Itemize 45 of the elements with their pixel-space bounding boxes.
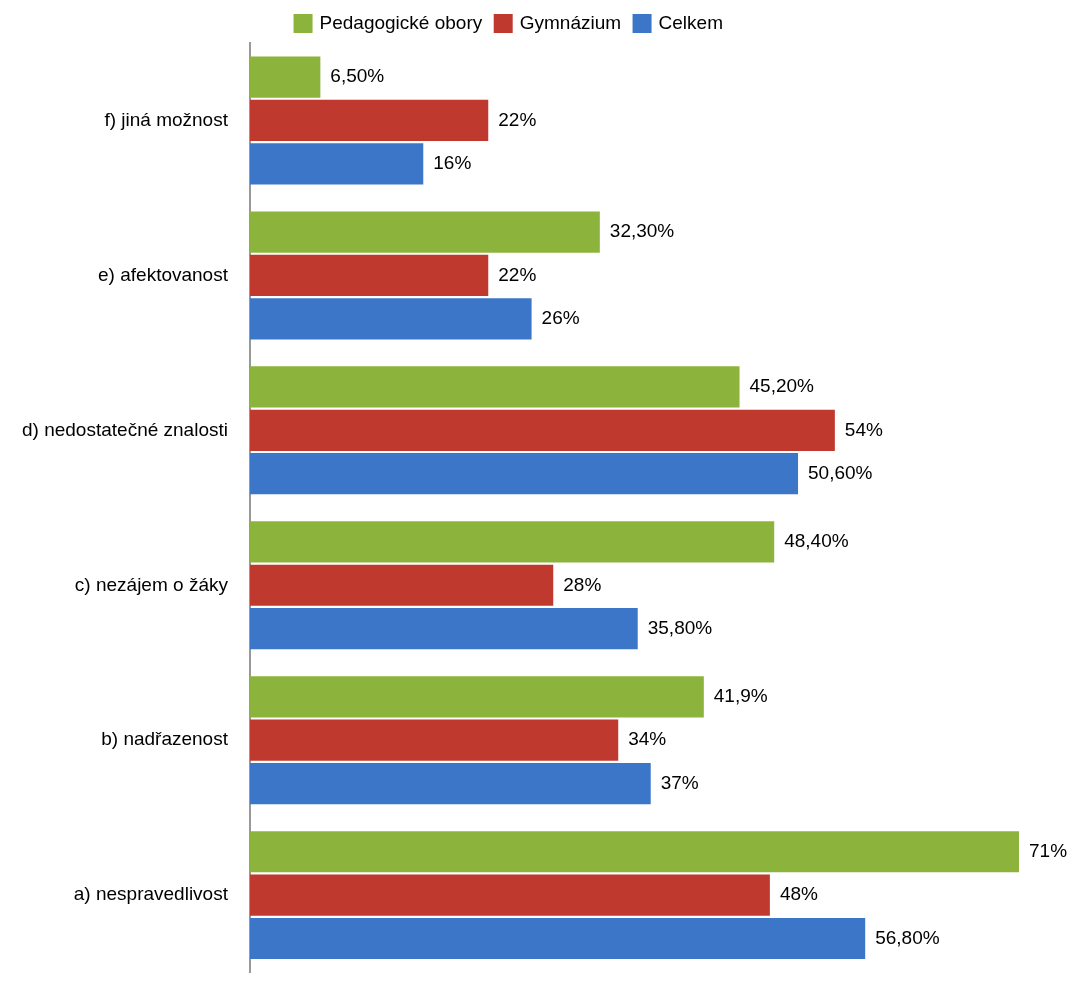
y-tick-label: e) afektovanost bbox=[98, 263, 229, 285]
data-label: 22% bbox=[498, 108, 537, 130]
bar bbox=[249, 366, 740, 408]
data-label: 16% bbox=[433, 152, 472, 174]
data-label: 48% bbox=[779, 883, 819, 905]
bar bbox=[249, 211, 600, 253]
bar bbox=[249, 409, 835, 451]
bar bbox=[249, 676, 704, 718]
data-label: 41,9% bbox=[713, 685, 768, 707]
bar bbox=[249, 99, 489, 142]
y-tick-label: d) nedostatečné znalosti bbox=[22, 418, 228, 440]
data-label: 48,40% bbox=[784, 530, 849, 552]
data-label: 54% bbox=[844, 418, 883, 440]
bar bbox=[249, 453, 799, 495]
data-label: 6,50% bbox=[330, 65, 385, 87]
bar bbox=[249, 608, 638, 650]
bar bbox=[249, 917, 866, 960]
data-label: 35,80% bbox=[647, 616, 713, 638]
data-label: 37% bbox=[660, 771, 699, 793]
y-tick-label: b) nadřazenost bbox=[101, 728, 229, 750]
data-label: 71% bbox=[1029, 839, 1068, 861]
y-tick-label: f) jiná možnost bbox=[104, 108, 229, 130]
legend-label: Pedagogické obory bbox=[319, 11, 483, 33]
bar bbox=[249, 874, 770, 916]
data-label: 45,20% bbox=[749, 375, 815, 397]
data-label: 32,30% bbox=[609, 220, 675, 242]
bar bbox=[249, 254, 489, 297]
bar bbox=[249, 762, 651, 805]
bar bbox=[249, 831, 1019, 873]
data-label: 34% bbox=[628, 728, 667, 750]
data-label: 22% bbox=[498, 263, 537, 285]
data-label: 26% bbox=[541, 307, 580, 329]
bar bbox=[249, 298, 532, 340]
legend-label: Gymnázium bbox=[519, 11, 622, 33]
y-tick-label: c) nezájem o žáky bbox=[74, 573, 229, 595]
bar bbox=[249, 521, 775, 563]
bar bbox=[249, 719, 619, 761]
y-tick-label: a) nespravedlivost bbox=[73, 883, 229, 905]
legend-label: Celkem bbox=[658, 11, 723, 33]
bar bbox=[249, 143, 424, 185]
data-label: 28% bbox=[563, 573, 602, 595]
data-label: 56,80% bbox=[875, 926, 940, 948]
data-label: 50,60% bbox=[808, 461, 873, 483]
bar bbox=[249, 56, 321, 98]
bar bbox=[249, 564, 554, 606]
